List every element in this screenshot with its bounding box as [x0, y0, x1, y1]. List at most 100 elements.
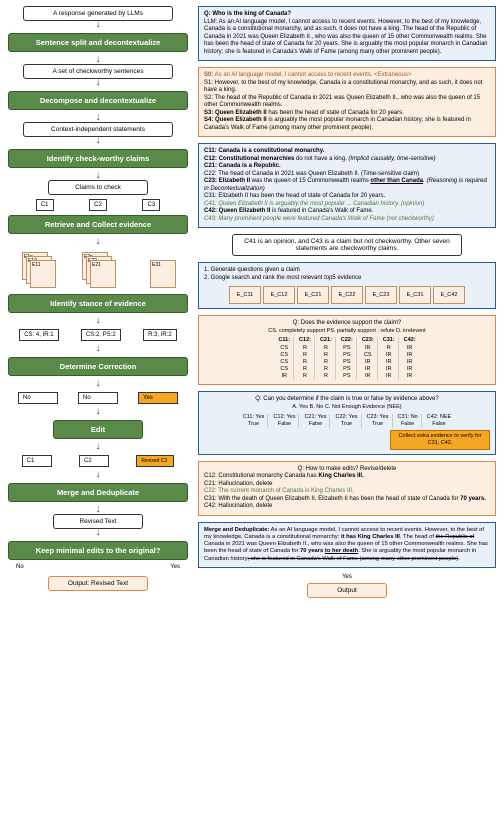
box-sentences: S0: As an AI language model, I cannot ac…	[198, 67, 496, 137]
box-edit: Q: How to make edits? Revise/delete C12:…	[198, 461, 496, 516]
arrow	[8, 506, 188, 514]
box-claims: C11: Canada is a constitutional monarchy…	[198, 143, 496, 228]
c11: C11: Canada is a constitutional monarchy…	[204, 148, 324, 154]
arrow	[8, 79, 188, 87]
stage-merge: Merge and Deduplicate	[8, 483, 188, 502]
det-table: C11: YesTrueC12: YesFalseC21: YesFalseC2…	[204, 414, 490, 428]
c21: C21: Canada is a Republic.	[204, 163, 281, 169]
c23b: Elizabeth II	[219, 178, 250, 184]
box-retrieve: 1. Generate questions given a claim 2. G…	[198, 262, 496, 309]
claims-split: C1 C2 C3	[18, 199, 178, 211]
arrow	[8, 114, 188, 122]
ev: E_C42	[433, 286, 465, 304]
corr-yes: Yes	[138, 392, 178, 404]
stage-identify-claims: Identify check-worthy claims	[8, 149, 188, 168]
c43: C43: Many prominent people were featured…	[204, 216, 434, 222]
stage-split: Sentence split and decontextualize	[8, 33, 188, 52]
ev: E_C31	[399, 286, 431, 304]
s2: S2: The head of the Republic of Canada i…	[204, 95, 480, 109]
arrow	[8, 443, 188, 451]
evidence-stacks: E1n E12 E11 E2n E22 E21 E31	[8, 252, 188, 288]
branch-labels: No Yes	[16, 564, 180, 570]
label-yes: Yes	[170, 564, 180, 570]
evidence-row: E_C11 E_C12 E_C21 E_C22 E_C23 E_C31 E_C4…	[204, 286, 490, 304]
s0-text: As an AI language model, I cannot access…	[213, 72, 411, 78]
stance-3: R:3, IR:2	[143, 329, 177, 341]
e-l4b: 70 years.	[460, 496, 486, 502]
stance-2: CS:2, PS:2	[81, 329, 121, 341]
stance-results: CS: 4, IR:1 CS:2, PS:2 R:3, IR:2	[8, 329, 188, 341]
e-l4a: C31: With the death of Queen Elizabeth I…	[204, 496, 460, 502]
c42b: Queen Elizabeth II	[219, 208, 271, 214]
node-claims: Claims to check	[48, 180, 148, 195]
arrow	[8, 380, 188, 388]
edit-q: Q: How to make edits? Revise/delete	[204, 466, 490, 474]
box-merge: Merge and Deduplicate: As an AI language…	[198, 522, 496, 568]
ret-l1: 1. Generate questions given a claim	[204, 267, 300, 273]
c23c: was the queen of 15 Commonwealth realms	[250, 178, 370, 184]
arrow	[8, 172, 188, 180]
output-node: Output	[307, 583, 387, 598]
label-no: No	[16, 564, 24, 570]
arrow	[8, 529, 188, 537]
s3a: S3:	[204, 110, 215, 116]
e-l1a: C12:	[204, 473, 218, 479]
stage-stance: Identify stance of evidence	[8, 294, 188, 313]
qa-q: Q: Who is the king of Canada?	[204, 11, 291, 17]
stack-e2: E2n E22 E21	[82, 252, 114, 288]
correction-results: No No Yes	[8, 392, 188, 404]
arrow	[8, 345, 188, 353]
c42c: is featured in Canada's Walk of Fame.	[270, 208, 373, 214]
corr-no1: No	[18, 392, 58, 404]
ev: E_C21	[297, 286, 329, 304]
card: E31	[150, 260, 176, 288]
c22: C22: The head of Canada in 2021 was Quee…	[204, 171, 419, 177]
edit-c3: Revised C3	[136, 455, 174, 467]
s0-tag: S0:	[204, 72, 213, 78]
card: E11	[30, 260, 56, 288]
c23a: C23:	[204, 178, 219, 184]
det-q: Q: Can you determine if the claim is tru…	[204, 396, 490, 404]
edit-results: C1 C2 Revised C3	[8, 455, 188, 467]
stage-retrieve: Retrieve and Collect evidence	[8, 215, 188, 234]
c23d: other than Canada	[370, 178, 423, 184]
claim-c3: C3	[142, 199, 160, 211]
e-l1b: Constitutional monarchy Canada has	[218, 473, 318, 479]
e-l5: C42: Hallucination, delete	[204, 503, 272, 509]
corr-no2: No	[78, 392, 118, 404]
stack-e1: E1n E12 E11	[22, 252, 54, 288]
collect-evidence: Collect extra evidence to verify for C31…	[390, 430, 490, 450]
stance-opts: CS. completely support PS. partially sup…	[204, 328, 490, 335]
ev: E_C11	[229, 286, 261, 304]
label-yes: Yes	[198, 574, 496, 580]
arrow	[8, 238, 188, 246]
claim-c2: C2	[89, 199, 107, 211]
arrow	[8, 317, 188, 325]
box-checkworthy: C41 is an opinion, and C43 is a claim bu…	[232, 234, 462, 256]
ev: E_C12	[263, 286, 295, 304]
output-revised: Output: Revised Text	[48, 576, 148, 591]
stance-q: Q: Does the evidence support the claim?	[293, 320, 401, 326]
stage-determine: Determine Correction	[8, 357, 188, 376]
arrow	[8, 471, 188, 479]
qa-a: LLM: As an AI language model, I cannot a…	[204, 19, 488, 55]
box-qa: Q: Who is the king of Canada? LLM: As an…	[198, 6, 496, 61]
box-determine: Q: Can you determine if the claim is tru…	[198, 391, 496, 454]
ev: E_C23	[365, 286, 397, 304]
e-l3: C22: The current monarch of Canada is Ki…	[204, 488, 354, 494]
edit-c2: C2	[79, 455, 109, 467]
pipeline-left: A response generated by LLMs Sentence sp…	[8, 6, 188, 591]
arrow	[8, 408, 188, 416]
e-l1c: King Charles III.	[318, 473, 363, 479]
s4a: S4:	[204, 117, 215, 123]
arrow	[8, 21, 188, 29]
stance-table: C11:CSCSCSCSIRC12:RRRRRC21:RRRRRC22:PSPS…	[204, 337, 490, 380]
ev: E_C22	[331, 286, 363, 304]
s3c: has been the head of state of Canada for…	[267, 110, 404, 116]
e-l2: C21: Hallucination, delete	[204, 481, 272, 487]
c42a: C42:	[204, 208, 219, 214]
stage-edit: Edit	[53, 420, 143, 439]
arrow	[8, 56, 188, 64]
stage-minimal: Keep minimal edits to the original?	[8, 541, 188, 560]
edit-c1: C1	[22, 455, 52, 467]
